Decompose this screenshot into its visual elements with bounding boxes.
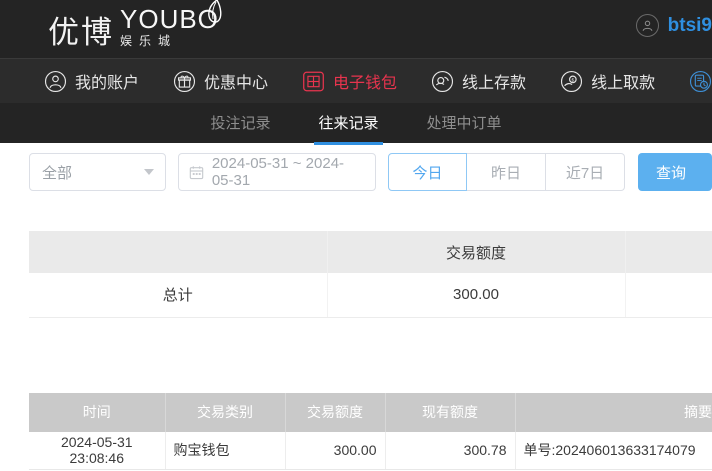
cell-type: 购宝钱包 xyxy=(165,431,286,470)
search-button[interactable]: 查询 xyxy=(638,153,712,191)
tab-betting-records[interactable]: 投注记录 xyxy=(210,115,271,132)
nav-label: 电子钱包 xyxy=(333,75,398,92)
logo-english-text: YOUBO xyxy=(120,0,222,34)
logo-subtitle: 娱乐城 xyxy=(120,34,178,48)
date-range-value: 2024-05-31 ~ 2024-05-31 xyxy=(211,155,345,189)
nav-item-online-withdraw[interactable]: $ 线上取款 xyxy=(560,69,655,93)
nav-item-promotions[interactable]: 优惠中心 xyxy=(173,69,268,93)
user-account-area[interactable]: btsi9 xyxy=(635,14,712,37)
nav-item-pending-records[interactable]: 待 xyxy=(689,69,712,93)
nav-item-my-account[interactable]: 我的账户 xyxy=(44,69,139,93)
summary-total-amount: 300.00 xyxy=(327,273,626,318)
detail-table: 时间 交易类别 交易额度 现有额度 摘要 2024-05-31 23:08:46… xyxy=(29,392,712,470)
filter-toolbar: 全部 2024-05-31 ~ 2024-05-31 今日 昨日 近7日 查询 xyxy=(0,143,712,201)
detail-header-row: 时间 交易类别 交易额度 现有额度 摘要 xyxy=(29,392,712,432)
calendar-icon xyxy=(189,165,204,180)
summary-total-extra xyxy=(625,273,712,318)
column-header-type[interactable]: 交易类别 xyxy=(165,392,286,432)
cell-memo: 单号:202406013633174079 xyxy=(515,431,712,470)
detail-table-wrapper: 时间 交易类别 交易额度 现有额度 摘要 2024-05-31 23:08:46… xyxy=(0,392,712,470)
summary-header-row: 交易额度 xyxy=(29,231,712,273)
column-header-memo[interactable]: 摘要 xyxy=(515,392,712,432)
summary-header-blank-left xyxy=(29,231,328,273)
quick-date-today[interactable]: 今日 xyxy=(388,153,467,191)
wallet-icon xyxy=(302,70,325,93)
main-navigation: 我的账户 优惠中心 电子钱包 xyxy=(0,58,712,103)
tab-pending-orders[interactable]: 处理中订单 xyxy=(426,115,502,132)
table-row: 总计 300.00 xyxy=(29,273,712,318)
site-logo[interactable]: 优博 YOUBO 娱乐城 xyxy=(48,0,222,51)
logo-english-label: YOUBO xyxy=(120,4,219,34)
summary-header-amount: 交易额度 xyxy=(327,231,626,273)
column-header-balance[interactable]: 现有额度 xyxy=(385,392,516,432)
tab-transaction-records[interactable]: 往来记录 xyxy=(314,102,383,145)
transaction-type-value: 全部 xyxy=(42,164,73,182)
quick-date-button-group: 今日 昨日 近7日 xyxy=(388,153,625,191)
logo-chinese-text: 优博 xyxy=(48,15,114,50)
summary-table: 交易额度 总计 300.00 xyxy=(29,231,712,318)
withdraw-hand-icon: $ xyxy=(560,70,583,93)
user-name-label: btsi9 xyxy=(667,14,712,36)
summary-table-wrapper: 交易额度 总计 300.00 xyxy=(0,231,712,318)
svg-text:$: $ xyxy=(572,77,575,83)
gift-icon xyxy=(173,70,196,93)
nav-label: 线上存款 xyxy=(462,75,527,92)
date-range-input[interactable]: 2024-05-31 ~ 2024-05-31 xyxy=(177,153,376,191)
transaction-type-select[interactable]: 全部 xyxy=(29,153,166,191)
table-row: 2024-05-31 23:08:46 购宝钱包 300.00 300.78 单… xyxy=(29,431,712,470)
top-header-bar: 优博 YOUBO 娱乐城 btsi9 xyxy=(0,0,712,58)
summary-header-blank-right xyxy=(625,231,712,273)
quick-date-yesterday[interactable]: 昨日 xyxy=(467,153,546,191)
user-circle-icon xyxy=(44,70,67,93)
deposit-hand-icon xyxy=(431,70,454,93)
nav-item-e-wallet[interactable]: 电子钱包 xyxy=(302,69,397,93)
nav-label: 优惠中心 xyxy=(204,75,269,92)
cell-balance: 300.78 xyxy=(385,431,516,470)
sub-tab-bar: 投注记录 往来记录 处理中订单 xyxy=(0,102,712,145)
leaf-icon xyxy=(208,0,222,23)
cell-time: 2024-05-31 23:08:46 xyxy=(29,431,166,470)
chevron-down-icon xyxy=(143,169,154,175)
nav-item-online-deposit[interactable]: 线上存款 xyxy=(431,69,526,93)
nav-label: 线上取款 xyxy=(591,75,656,92)
quick-date-last7days[interactable]: 近7日 xyxy=(546,153,625,191)
nav-label: 我的账户 xyxy=(75,75,140,92)
column-header-time[interactable]: 时间 xyxy=(29,392,166,432)
user-circle-icon xyxy=(635,14,659,37)
cell-amount: 300.00 xyxy=(285,431,386,470)
history-clipboard-icon xyxy=(689,70,712,93)
summary-total-label: 总计 xyxy=(29,273,328,318)
column-header-amount[interactable]: 交易额度 xyxy=(285,392,386,432)
